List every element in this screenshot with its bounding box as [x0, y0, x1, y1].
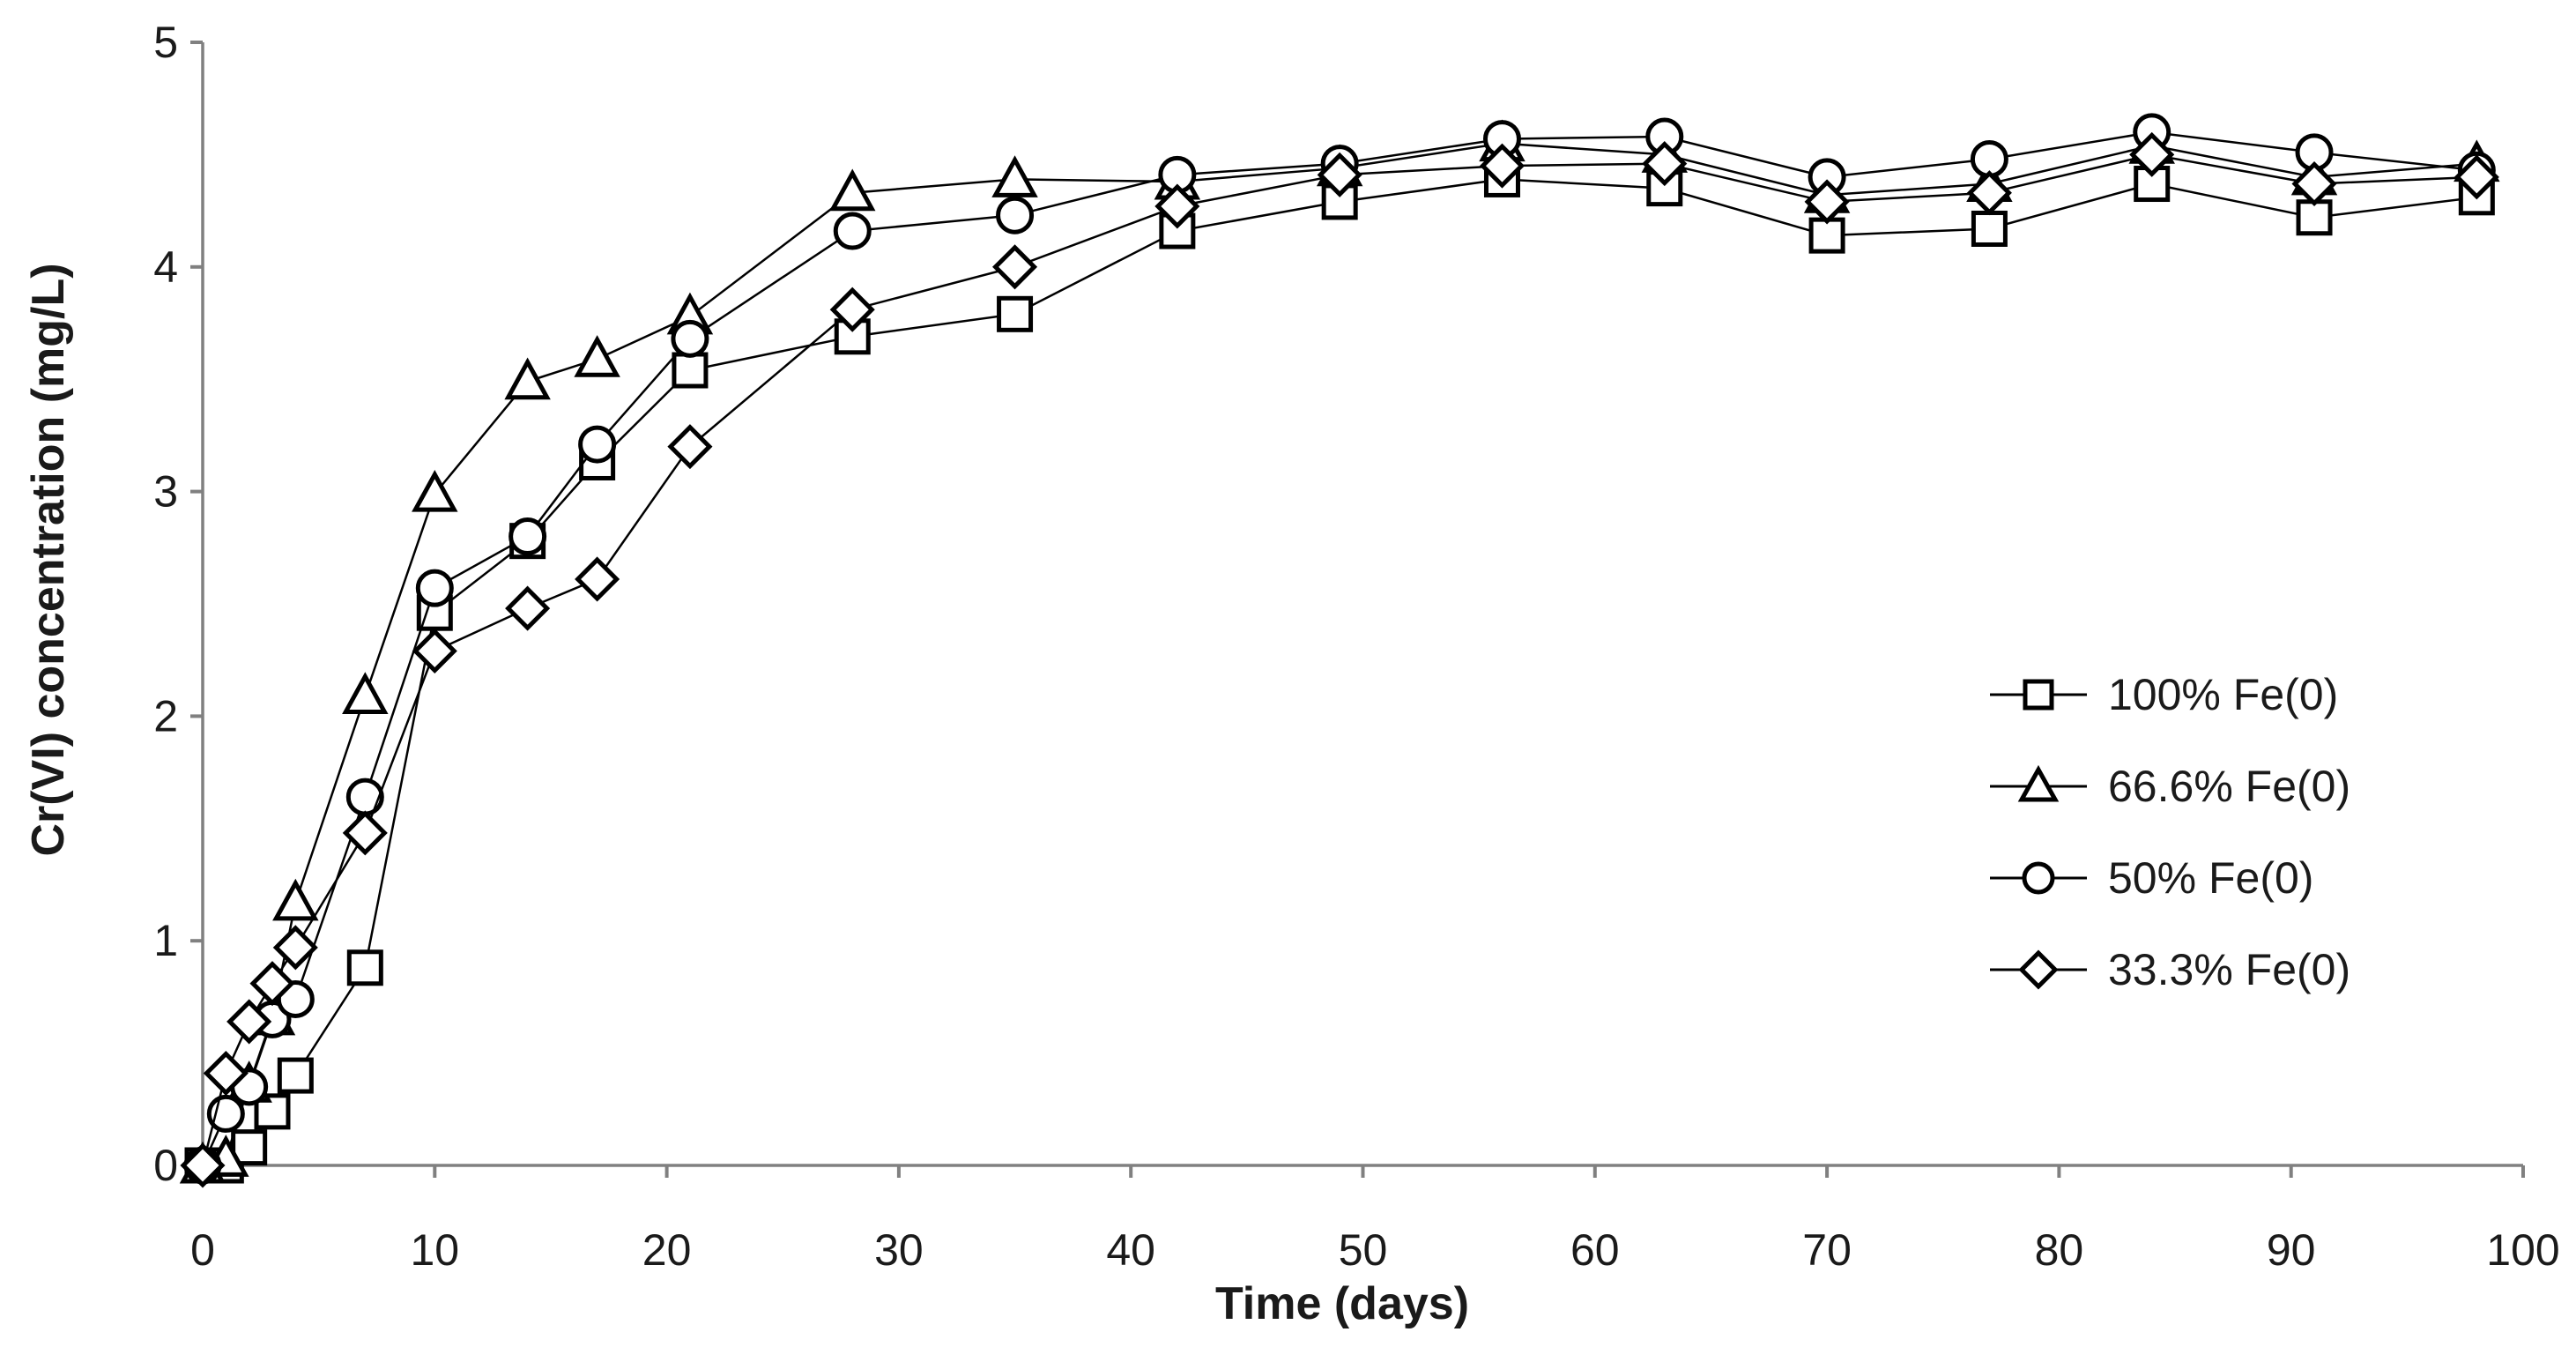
- x-axis-title: Time (days): [1215, 1278, 1469, 1329]
- x-tick-label: 80: [2035, 1225, 2084, 1275]
- triangle-marker-icon: [412, 469, 458, 512]
- series-triangle: [179, 119, 2500, 1184]
- y-tick-label: 1: [153, 916, 178, 965]
- series-line: [202, 142, 2477, 1167]
- square-marker-icon: [231, 1129, 268, 1166]
- diamond-marker-icon: [992, 244, 1038, 290]
- diamond-marker-icon: [575, 556, 620, 602]
- x-tick-label: 100: [2486, 1225, 2559, 1275]
- legend-item[interactable]: 100% Fe(0): [1990, 670, 2338, 719]
- triangle-marker-icon: [829, 168, 876, 212]
- diamond-marker-icon: [1804, 179, 1850, 225]
- circle-marker-icon: [996, 196, 1035, 234]
- diamond-marker-icon: [505, 585, 551, 631]
- series-diamond: [180, 131, 2499, 1188]
- series-layer: [179, 113, 2500, 1188]
- square-marker-icon: [277, 1057, 314, 1094]
- y-axis-title: Cr(VI) concentration (mg/L): [23, 263, 74, 856]
- square-marker-icon: [2023, 679, 2054, 711]
- diamond-marker-icon: [2454, 154, 2499, 200]
- square-marker-icon: [1808, 217, 1845, 254]
- diamond-marker-icon: [2291, 160, 2337, 207]
- square-marker-icon: [346, 949, 383, 986]
- series-line: [201, 153, 2477, 1166]
- x-tick-label: 0: [190, 1225, 215, 1275]
- diamond-marker-icon: [1317, 152, 1362, 197]
- circle-marker-icon: [206, 1094, 245, 1133]
- triangle-marker-icon: [991, 155, 1038, 197]
- legend-item[interactable]: 50% Fe(0): [1990, 853, 2313, 903]
- circle-marker-icon: [2022, 861, 2055, 895]
- triangle-marker-icon: [574, 335, 620, 377]
- diamond-marker-icon: [1154, 183, 1200, 229]
- square-marker-icon: [2296, 199, 2333, 236]
- circle-marker-icon: [578, 425, 617, 464]
- square-marker-icon: [997, 295, 1034, 332]
- square-marker-icon: [834, 318, 871, 355]
- x-tick-label: 20: [642, 1225, 692, 1275]
- diamond-marker-icon: [180, 1142, 226, 1188]
- y-tick-label: 2: [153, 691, 178, 740]
- diamond-marker-icon: [412, 628, 457, 674]
- diamond-marker-icon: [249, 961, 295, 1007]
- triangle-marker-icon: [504, 357, 551, 400]
- diamond-marker-icon: [829, 287, 875, 332]
- diamond-marker-icon: [203, 1050, 249, 1097]
- x-tick-label: 90: [2267, 1225, 2316, 1275]
- triangle-marker-icon: [2017, 764, 2060, 802]
- legend-item[interactable]: 66.6% Fe(0): [1990, 762, 2350, 811]
- series-line: [201, 130, 2477, 1166]
- diamond-marker-icon: [1966, 170, 2012, 216]
- x-tick-label: 40: [1106, 1225, 1155, 1275]
- x-tick-label: 10: [410, 1225, 459, 1275]
- legend-label: 33.3% Fe(0): [2108, 945, 2350, 994]
- diamond-marker-icon: [1479, 143, 1526, 189]
- x-tick-label: 70: [1802, 1225, 1852, 1275]
- diamond-marker-icon: [342, 810, 388, 856]
- x-tick-label: 30: [874, 1225, 924, 1275]
- series-circle: [183, 113, 2496, 1185]
- diamond-marker-icon: [667, 424, 713, 470]
- triangle-marker-icon: [272, 878, 319, 921]
- diamond-marker-icon: [2129, 131, 2175, 177]
- legend-label: 100% Fe(0): [2108, 670, 2338, 719]
- legend-label: 66.6% Fe(0): [2108, 762, 2350, 811]
- diamond-marker-icon: [226, 999, 272, 1045]
- legend: 100% Fe(0) 66.6% Fe(0) 50% Fe(0) 33.3% Fe(0…: [1990, 670, 2350, 994]
- diamond-marker-icon: [272, 925, 318, 971]
- y-tick-label: 3: [153, 467, 178, 517]
- diamond-marker-icon: [1642, 141, 1688, 187]
- circle-marker-icon: [415, 569, 454, 607]
- y-tick-label: 0: [153, 1141, 178, 1190]
- x-tick-label: 60: [1570, 1225, 1620, 1275]
- square-marker-icon: [1971, 210, 2008, 247]
- y-tick-label: 5: [153, 18, 178, 67]
- triangle-marker-icon: [342, 672, 389, 714]
- circle-marker-icon: [345, 778, 384, 816]
- circle-marker-icon: [833, 212, 872, 250]
- square-marker-icon: [672, 352, 709, 389]
- circle-marker-icon: [509, 517, 547, 556]
- legend-item[interactable]: 33.3% Fe(0): [1990, 945, 2350, 994]
- legend-label: 50% Fe(0): [2108, 853, 2313, 903]
- x-tick-label: 50: [1339, 1225, 1388, 1275]
- circle-marker-icon: [671, 319, 709, 358]
- y-tick-label: 4: [153, 242, 178, 292]
- diamond-marker-icon: [2018, 949, 2059, 990]
